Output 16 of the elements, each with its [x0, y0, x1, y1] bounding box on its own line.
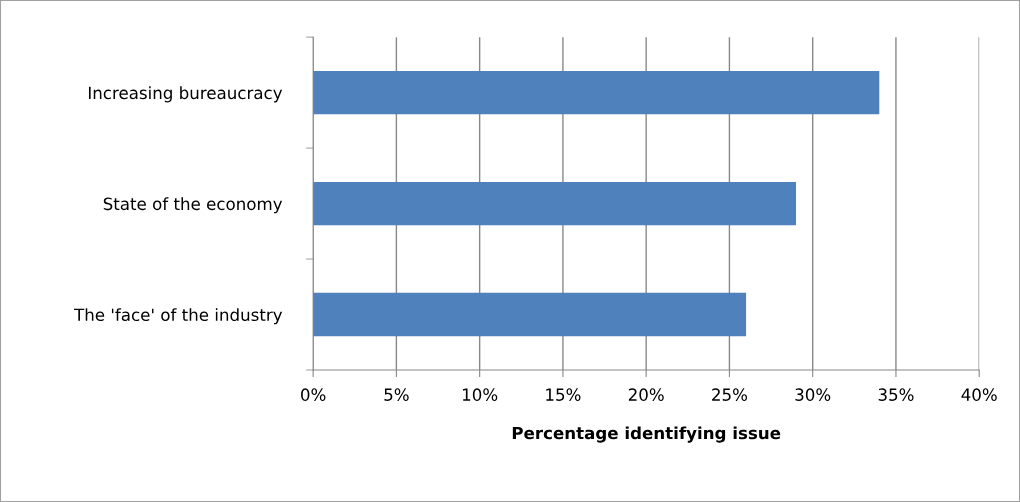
- x-tick-label: 35%: [878, 388, 914, 401]
- x-tick-label: 5%: [384, 388, 409, 401]
- x-tick-label: 0%: [301, 388, 326, 401]
- x-axis-title: Percentage identifying issue: [512, 426, 781, 443]
- y-tick-label: Increasing bureaucracy: [88, 86, 283, 103]
- x-tick-label: 25%: [712, 388, 748, 401]
- y-tick-label: State of the economy: [103, 197, 283, 214]
- x-tick-label: 40%: [961, 388, 997, 401]
- x-tick-label: 20%: [628, 388, 664, 401]
- bar: [313, 181, 797, 226]
- bar: [313, 70, 880, 115]
- bar: [313, 292, 747, 337]
- y-tick-label: The 'face' of the industry: [74, 308, 283, 325]
- x-tick-label: 15%: [546, 388, 581, 401]
- x-tick-label: 10%: [462, 388, 498, 401]
- x-tick-label: 30%: [795, 388, 831, 401]
